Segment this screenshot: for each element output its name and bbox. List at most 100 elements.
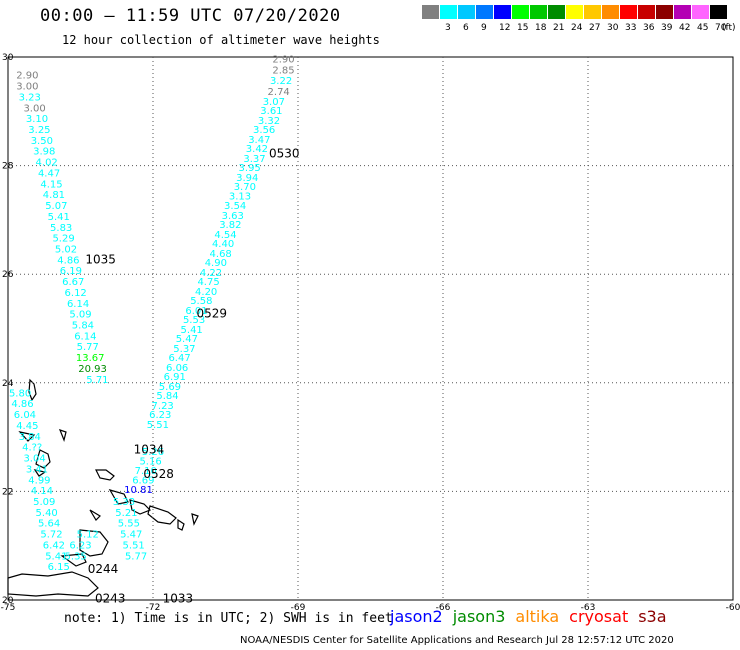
land-outline (33, 469, 47, 477)
wave-height-value: 2.90 (16, 71, 38, 82)
wave-height-value: 3.63 (222, 211, 244, 222)
lon-tick-label: -66 (436, 603, 451, 613)
legend-label: 3 (445, 23, 451, 33)
wave-height-value: 5.41 (181, 325, 203, 336)
axis-tick-labels: -75 -72 -69 -66 -63 -60 20 22 24 26 28 30 (1, 53, 740, 613)
wave-height-value: 3.56 (253, 125, 275, 136)
lat-tick-label: 26 (2, 270, 14, 280)
wave-height-value: 3.61 (260, 106, 282, 117)
wave-height-value: 4.22 (200, 268, 222, 279)
wave-height-value: 5.09 (33, 497, 55, 508)
legend-swatch (566, 5, 583, 19)
wave-height-value: 10.81 (124, 485, 153, 496)
wave-height-value: 3.41 (26, 464, 48, 475)
legend-label: 36 (643, 23, 655, 33)
wave-height-value: 3.23 (19, 92, 41, 103)
legend-label: 27 (589, 23, 601, 33)
wave-height-value: 6.12 (65, 288, 87, 299)
wave-height-value: 5.53 (183, 315, 205, 326)
wave-height-value: 3.00 (16, 82, 38, 93)
wave-height-value: 5.80 (9, 388, 31, 399)
map-frame (7, 56, 734, 601)
wave-height-value: 4.54 (214, 230, 236, 241)
wave-height-value: 5.77 (77, 342, 99, 353)
wave-height-value: 7.10 (135, 466, 157, 477)
lat-tick-label: 22 (2, 487, 13, 497)
wave-height-value: 4.68 (210, 249, 232, 260)
wave-height-value: 5.47 (176, 334, 198, 345)
wave-height-value: 5.77 (125, 551, 147, 562)
wave-height-value: 5.55 (118, 519, 140, 530)
land-outline (60, 553, 87, 567)
wave-height-value: 3.84 (19, 432, 41, 443)
wave-height-value: 5.41 (45, 551, 67, 562)
legend-label: 12 (499, 23, 511, 33)
wave-height-value: 2.85 (272, 65, 294, 76)
wave-height-value: 6.69 (132, 475, 154, 486)
wave-height-value: 3.54 (224, 201, 246, 212)
grid-lines (7, 56, 734, 601)
legend-swatch (692, 5, 709, 19)
wave-height-value: 3.13 (229, 191, 251, 202)
legend-swatch (584, 5, 601, 19)
land-outline (89, 509, 101, 521)
legend-label: 30 (607, 23, 619, 33)
land-outline (191, 513, 199, 526)
wave-height-value: 3.70 (234, 182, 256, 193)
legend-label: 39 (661, 23, 673, 33)
wave-height-value: 5.40 (36, 508, 58, 519)
legend-label: 18 (535, 23, 547, 33)
wave-height-value: 4.47 (38, 168, 60, 179)
lat-tick-label: 30 (2, 53, 14, 63)
wave-height-value: 4.14 (31, 486, 53, 497)
wave-height-value: 3.25 (28, 125, 50, 136)
track-id-label: 1033 (163, 592, 194, 606)
legend-label: 15 (517, 23, 529, 33)
wave-height-value: 5.84 (72, 321, 94, 332)
land-outline (58, 429, 67, 442)
satellite-name: altika (515, 607, 560, 626)
wave-height-value: 6.42 (43, 540, 65, 551)
track-id-labels: 0530 0529 0528 1035 1034 1033 0244 0243 (85, 146, 299, 605)
wave-height-value: 5.71 (86, 375, 108, 386)
wave-height-value: 6.67 (62, 277, 84, 288)
legend-swatch (710, 5, 727, 19)
wave-height-value: 3.04 (23, 454, 45, 465)
wave-height-value: 3.50 (31, 136, 53, 147)
legend-label: 6 (463, 23, 469, 33)
wave-height-value: 5.83 (50, 223, 72, 234)
wave-height-value: 5.12 (77, 530, 99, 541)
track-id-label: 1035 (85, 252, 116, 266)
land-outline (129, 499, 152, 515)
wave-height-value: 3.94 (236, 173, 258, 184)
wave-height-value: 6.06 (166, 363, 188, 374)
wave-height-value: 3.10 (26, 114, 48, 125)
legend-label: 33 (625, 23, 637, 33)
wave-height-value: 3.47 (248, 135, 270, 146)
lon-tick-label: -63 (581, 603, 596, 613)
observation-labels: 2.902.853.222.743.073.613.323.563.473.42… (9, 54, 295, 573)
wave-height-value: 5.09 (69, 310, 91, 321)
track-id-label: 1034 (134, 442, 165, 456)
legend-label: 24 (571, 23, 583, 33)
legend-label: 21 (553, 23, 565, 33)
legend-unit: (ft) (722, 23, 736, 33)
wave-height-value: 5.64 (38, 519, 60, 530)
wave-height-value: 4.40 (212, 239, 234, 250)
wave-height-value: 6.01 (185, 306, 207, 317)
legend-swatch (440, 5, 457, 19)
legend-swatch (620, 5, 637, 19)
wave-height-value: 3.42 (246, 144, 268, 155)
land-outline (108, 489, 129, 505)
wave-height-value: 5.02 (55, 244, 77, 255)
land-outline (95, 469, 115, 481)
track-id-label: 0528 (143, 467, 174, 481)
lon-tick-label: -69 (291, 603, 306, 613)
legend-swatch (548, 5, 565, 19)
land-outline (79, 529, 109, 557)
wave-height-value: 3.00 (23, 103, 45, 114)
wave-height-value: 6.23 (149, 410, 171, 421)
legend-swatch (638, 5, 655, 19)
